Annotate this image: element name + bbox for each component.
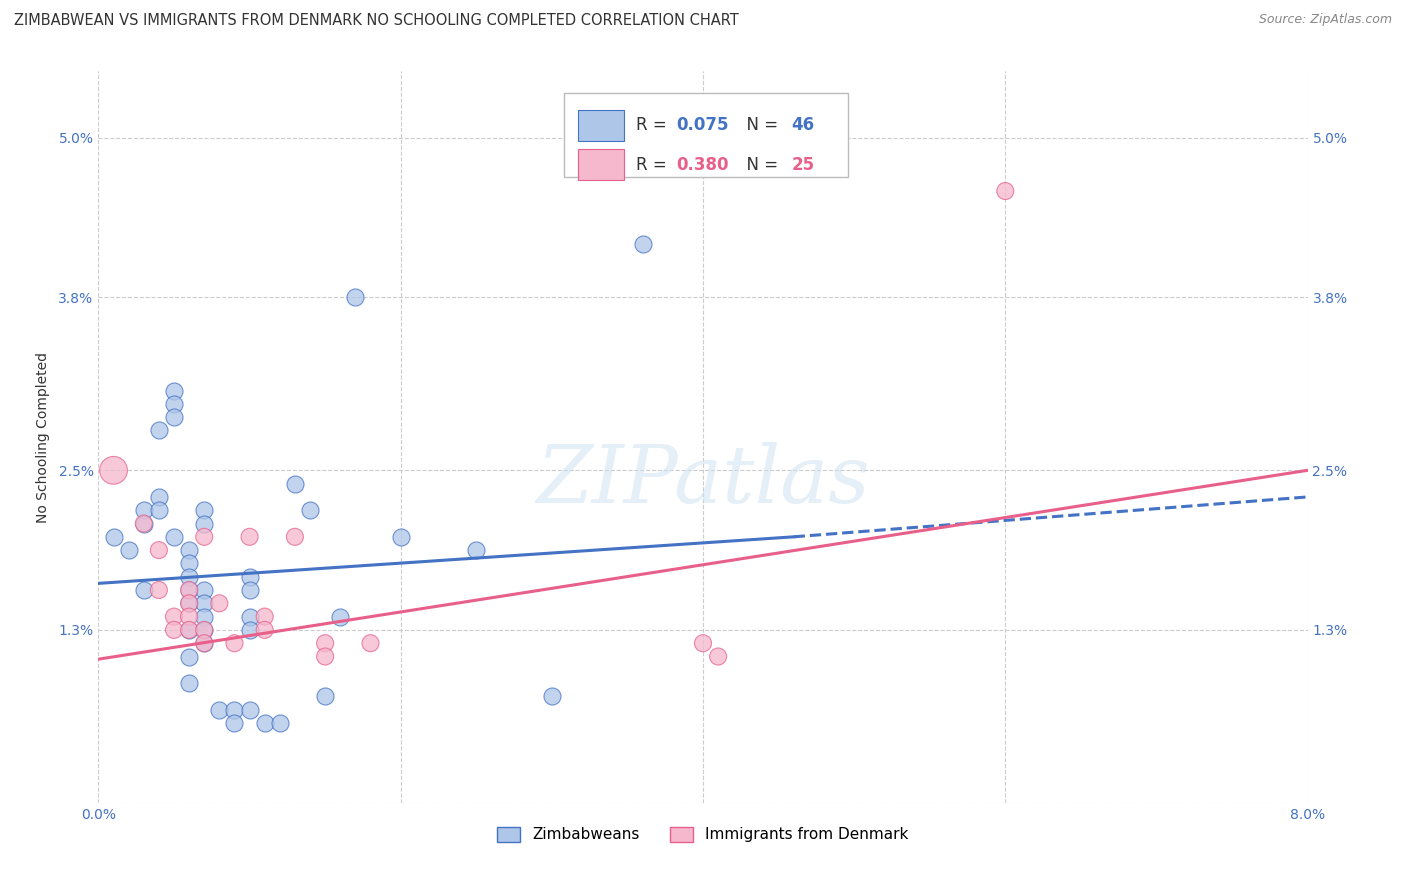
Point [253, 716, 276, 731]
Point [193, 623, 215, 637]
FancyBboxPatch shape [578, 150, 624, 180]
Point [193, 609, 215, 624]
Point [193, 596, 215, 610]
Point [148, 543, 170, 558]
Point [163, 530, 186, 544]
Point [389, 530, 412, 544]
Point [314, 690, 336, 704]
Text: 46: 46 [792, 116, 814, 135]
Point [239, 582, 262, 597]
Text: R =: R = [637, 116, 672, 135]
Text: ZIMBABWEAN VS IMMIGRANTS FROM DENMARK NO SCHOOLING COMPLETED CORRELATION CHART: ZIMBABWEAN VS IMMIGRANTS FROM DENMARK NO… [14, 13, 738, 29]
Point [299, 503, 322, 517]
Text: N =: N = [735, 156, 783, 174]
Point [329, 609, 352, 624]
Point [465, 543, 488, 558]
Point [193, 636, 215, 650]
Point [707, 649, 730, 664]
Point [193, 636, 215, 650]
Point [179, 543, 201, 558]
Point [208, 703, 231, 717]
Point [179, 570, 201, 584]
Point [148, 582, 170, 597]
Point [360, 636, 382, 650]
Point [118, 543, 141, 558]
Point [253, 609, 276, 624]
Point [103, 530, 125, 544]
Text: 0.380: 0.380 [676, 156, 728, 174]
Point [269, 716, 291, 731]
Point [132, 503, 155, 517]
Text: N =: N = [735, 116, 783, 135]
Text: 25: 25 [792, 156, 814, 174]
Text: ZIPatlas: ZIPatlas [536, 442, 870, 520]
Point [179, 582, 201, 597]
Text: Source: ZipAtlas.com: Source: ZipAtlas.com [1258, 13, 1392, 27]
Point [193, 503, 215, 517]
Point [103, 463, 125, 477]
Point [148, 424, 170, 438]
Point [224, 716, 246, 731]
Point [253, 623, 276, 637]
Point [239, 530, 262, 544]
Text: R =: R = [637, 156, 672, 174]
Point [179, 596, 201, 610]
Point [193, 623, 215, 637]
Point [132, 582, 155, 597]
Point [148, 503, 170, 517]
Y-axis label: No Schooling Completed: No Schooling Completed [37, 351, 51, 523]
Point [224, 636, 246, 650]
Point [208, 596, 231, 610]
Point [179, 623, 201, 637]
FancyBboxPatch shape [578, 110, 624, 141]
FancyBboxPatch shape [564, 94, 848, 178]
Point [284, 476, 307, 491]
Point [193, 582, 215, 597]
Point [344, 290, 367, 304]
Point [239, 623, 262, 637]
Point [239, 570, 262, 584]
Point [179, 596, 201, 610]
Point [540, 690, 562, 704]
Point [179, 676, 201, 690]
Point [132, 516, 155, 531]
Point [239, 609, 262, 624]
Point [224, 703, 246, 717]
Point [179, 609, 201, 624]
Point [148, 490, 170, 504]
Point [179, 557, 201, 571]
Point [163, 397, 186, 411]
Point [163, 623, 186, 637]
Point [284, 530, 307, 544]
Point [193, 530, 215, 544]
Point [239, 703, 262, 717]
Point [163, 384, 186, 398]
Point [314, 636, 336, 650]
Legend: Zimbabweans, Immigrants from Denmark: Zimbabweans, Immigrants from Denmark [489, 819, 917, 850]
Point [132, 516, 155, 531]
Point [179, 649, 201, 664]
Point [193, 516, 215, 531]
Point [179, 582, 201, 597]
Point [314, 649, 336, 664]
Point [631, 237, 654, 252]
Point [163, 410, 186, 425]
Text: 0.075: 0.075 [676, 116, 728, 135]
Point [692, 636, 714, 650]
Point [994, 184, 1017, 198]
Point [179, 623, 201, 637]
Point [163, 609, 186, 624]
